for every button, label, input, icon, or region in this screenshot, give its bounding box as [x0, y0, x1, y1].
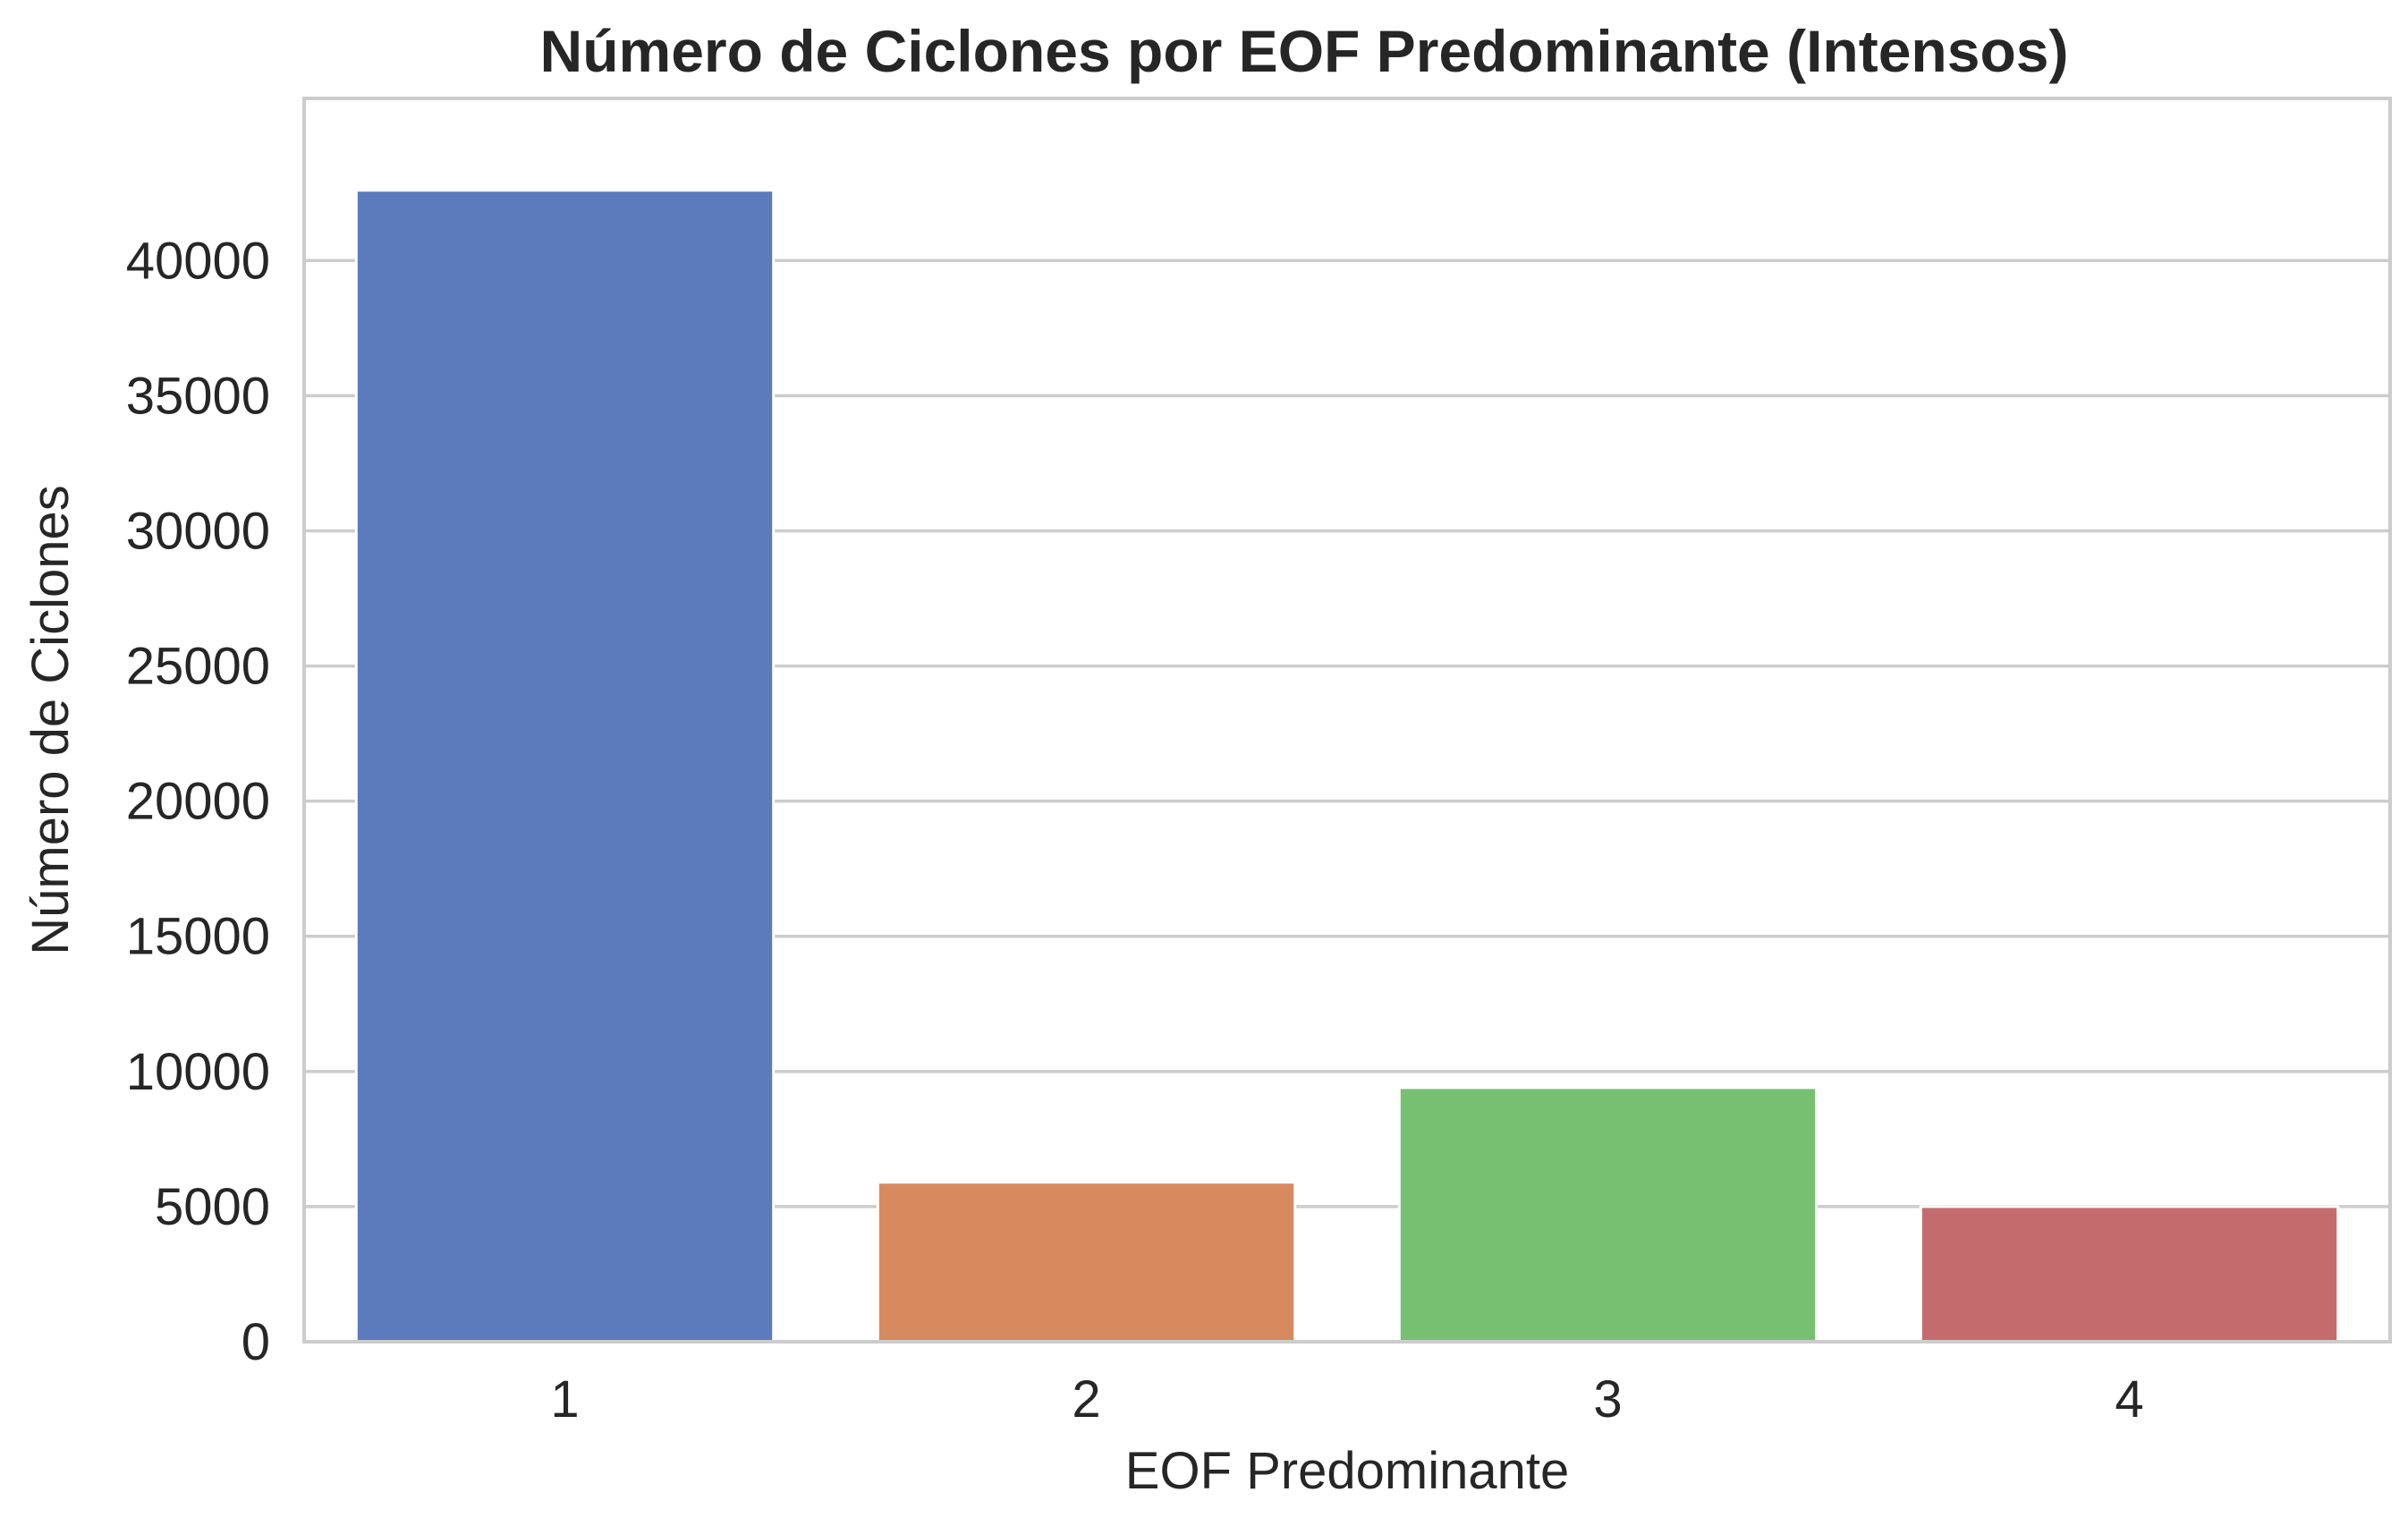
y-tick-label: 5000	[155, 1178, 270, 1236]
chart-title: Número de Ciclones por EOF Predominante …	[540, 18, 2069, 84]
x-tick-label: 3	[1593, 1370, 1622, 1429]
y-tick-label: 15000	[126, 908, 270, 966]
bar-eof-4	[1919, 1205, 2340, 1344]
y-tick-label: 40000	[126, 232, 270, 290]
bar-eof-2	[876, 1181, 1297, 1344]
bar-eof-3	[1397, 1086, 1819, 1344]
y-tick-label: 35000	[126, 367, 270, 425]
x-tick-label: 4	[2115, 1370, 2143, 1429]
y-tick-label: 20000	[126, 773, 270, 831]
y-tick-label: 25000	[126, 638, 270, 696]
x-tick-label: 1	[550, 1370, 579, 1429]
bars	[354, 189, 2340, 1344]
y-axis-label: Número de Ciclones	[21, 485, 80, 954]
x-tick-labels: 1 2 3 4	[550, 1370, 2143, 1429]
y-tick-label: 30000	[126, 502, 270, 560]
bar-eof-1	[354, 189, 776, 1344]
y-tick-label: 0	[242, 1313, 270, 1371]
x-axis-label: EOF Predominante	[1125, 1442, 1569, 1500]
y-tick-labels: 0 5000 10000 15000 20000 25000 30000 35000 40000	[126, 232, 270, 1371]
y-tick-label: 10000	[126, 1043, 270, 1101]
x-tick-label: 2	[1072, 1370, 1100, 1429]
plot-frame	[302, 97, 2392, 1344]
